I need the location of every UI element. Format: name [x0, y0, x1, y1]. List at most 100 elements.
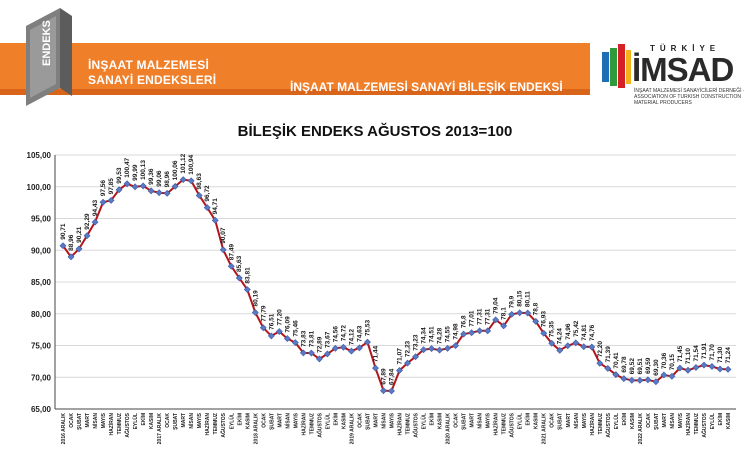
data-label: 75,46	[292, 320, 299, 337]
x-tick-label: KASIM	[341, 413, 347, 429]
x-tick-label: 2019 ARALIK	[349, 413, 355, 445]
x-tick-label: ŞUBAT	[558, 413, 564, 430]
data-label: 80,19	[252, 290, 259, 307]
data-point	[668, 372, 676, 380]
x-tick-label: OCAK	[261, 413, 267, 428]
data-label: 101,12	[180, 153, 187, 173]
data-label: 67,89	[380, 368, 387, 385]
data-point	[243, 286, 251, 293]
data-point	[299, 349, 307, 357]
x-tick-label: EYLÜL	[613, 413, 620, 429]
x-tick-label: EKİM	[525, 413, 532, 426]
x-tick-label: TEMMUZ	[406, 413, 412, 434]
data-label: 90,21	[76, 226, 83, 243]
x-tick-label: NİSAN	[284, 413, 291, 429]
x-tick-label: OCAK	[165, 413, 171, 428]
data-label: 71,10	[685, 348, 692, 365]
x-tick-label: HAZİRAN	[685, 413, 692, 436]
data-point	[540, 329, 548, 337]
data-label: 90,07	[220, 227, 227, 244]
data-label: 78,8	[533, 302, 540, 315]
data-label: 74,56	[332, 326, 339, 343]
data-point	[436, 346, 443, 354]
x-tick-label: HAZİRAN	[204, 413, 211, 436]
data-label: 77,20	[276, 309, 283, 326]
data-label: 71,39	[605, 346, 612, 363]
data-label: 74,55	[445, 326, 452, 343]
data-point	[684, 366, 692, 374]
data-label: 74,28	[437, 327, 444, 344]
data-label: 100,94	[188, 155, 195, 175]
imsad-name: İMSAD	[632, 51, 734, 88]
x-tick-label: ŞUBAT	[654, 413, 660, 430]
data-point	[708, 363, 716, 370]
data-label: 100,47	[124, 157, 131, 177]
data-label: 90,71	[60, 223, 67, 240]
endeks-logo: ENDEKS	[26, 8, 72, 106]
x-tick-label: EYLÜL	[709, 413, 716, 429]
header-title: İNŞAAT MALZEMESİ SANAYİ BİLEŞİK ENDEKSİ	[290, 80, 563, 94]
x-tick-label: EKİM	[236, 413, 243, 426]
x-tick-label: OCAK	[357, 413, 363, 428]
data-point	[123, 180, 131, 188]
data-point	[283, 335, 291, 343]
data-label: 77,79	[260, 305, 267, 322]
data-point	[179, 176, 187, 184]
data-label: 74,81	[581, 324, 588, 341]
x-tick-label: NİSAN	[669, 413, 676, 429]
data-label: 71,54	[693, 345, 700, 362]
x-tick-label: 2017 ARALIK	[157, 413, 163, 445]
data-label: 87,49	[228, 244, 235, 261]
x-tick-label: NİSAN	[188, 413, 195, 429]
data-point	[636, 376, 644, 384]
data-point	[716, 365, 724, 373]
data-point	[620, 375, 628, 383]
data-label: 96,72	[204, 185, 211, 202]
data-label: 71,24	[725, 347, 732, 364]
x-tick-label: ŞUBAT	[77, 413, 83, 430]
data-point	[564, 342, 572, 350]
data-label: 99,53	[116, 167, 123, 184]
data-point	[155, 189, 163, 197]
data-point	[604, 364, 612, 372]
data-point	[532, 317, 540, 325]
y-tick-label: 70,00	[31, 373, 52, 382]
data-label: 98,96	[164, 171, 171, 188]
x-tick-label: NİSAN	[477, 413, 484, 429]
data-point	[75, 245, 83, 253]
data-label: 72,89	[316, 336, 323, 353]
brand-line-1: İNŞAAT MALZEMESİ	[88, 58, 209, 72]
x-tick-label: MART	[662, 413, 668, 427]
data-point	[315, 355, 323, 363]
data-label: 92,29	[84, 213, 91, 230]
x-tick-label: AĞUSTOS	[604, 412, 612, 437]
y-tick-label: 85,00	[31, 278, 52, 287]
x-tick-label: 2022 ARALIK	[638, 413, 644, 445]
data-label: 69,30	[653, 359, 660, 376]
data-point	[331, 344, 339, 352]
data-label: 72,23	[405, 340, 412, 357]
data-label: 73,67	[324, 331, 331, 348]
x-tick-label: KASIM	[438, 413, 444, 429]
data-point	[380, 387, 387, 395]
data-point	[235, 274, 243, 282]
x-tick-label: MAYIS	[582, 412, 588, 428]
x-tick-label: AĞUSTOS	[123, 412, 131, 437]
data-label: 74,76	[589, 324, 596, 341]
data-label: 75,42	[573, 320, 580, 337]
data-point	[372, 364, 379, 372]
data-label: 71,45	[677, 345, 684, 362]
data-point	[484, 327, 492, 335]
data-point	[203, 204, 211, 212]
y-tick-label: 80,00	[31, 310, 52, 319]
data-point	[556, 346, 564, 354]
data-label: 100,06	[172, 160, 179, 180]
data-point	[259, 324, 267, 332]
x-tick-label: ŞUBAT	[462, 413, 468, 430]
x-tick-label: OCAK	[454, 413, 460, 428]
data-label: 79,04	[493, 297, 500, 314]
x-tick-label: TEMMUZ	[309, 413, 315, 434]
data-point	[460, 330, 468, 338]
data-point	[211, 216, 219, 224]
data-point	[676, 364, 684, 372]
